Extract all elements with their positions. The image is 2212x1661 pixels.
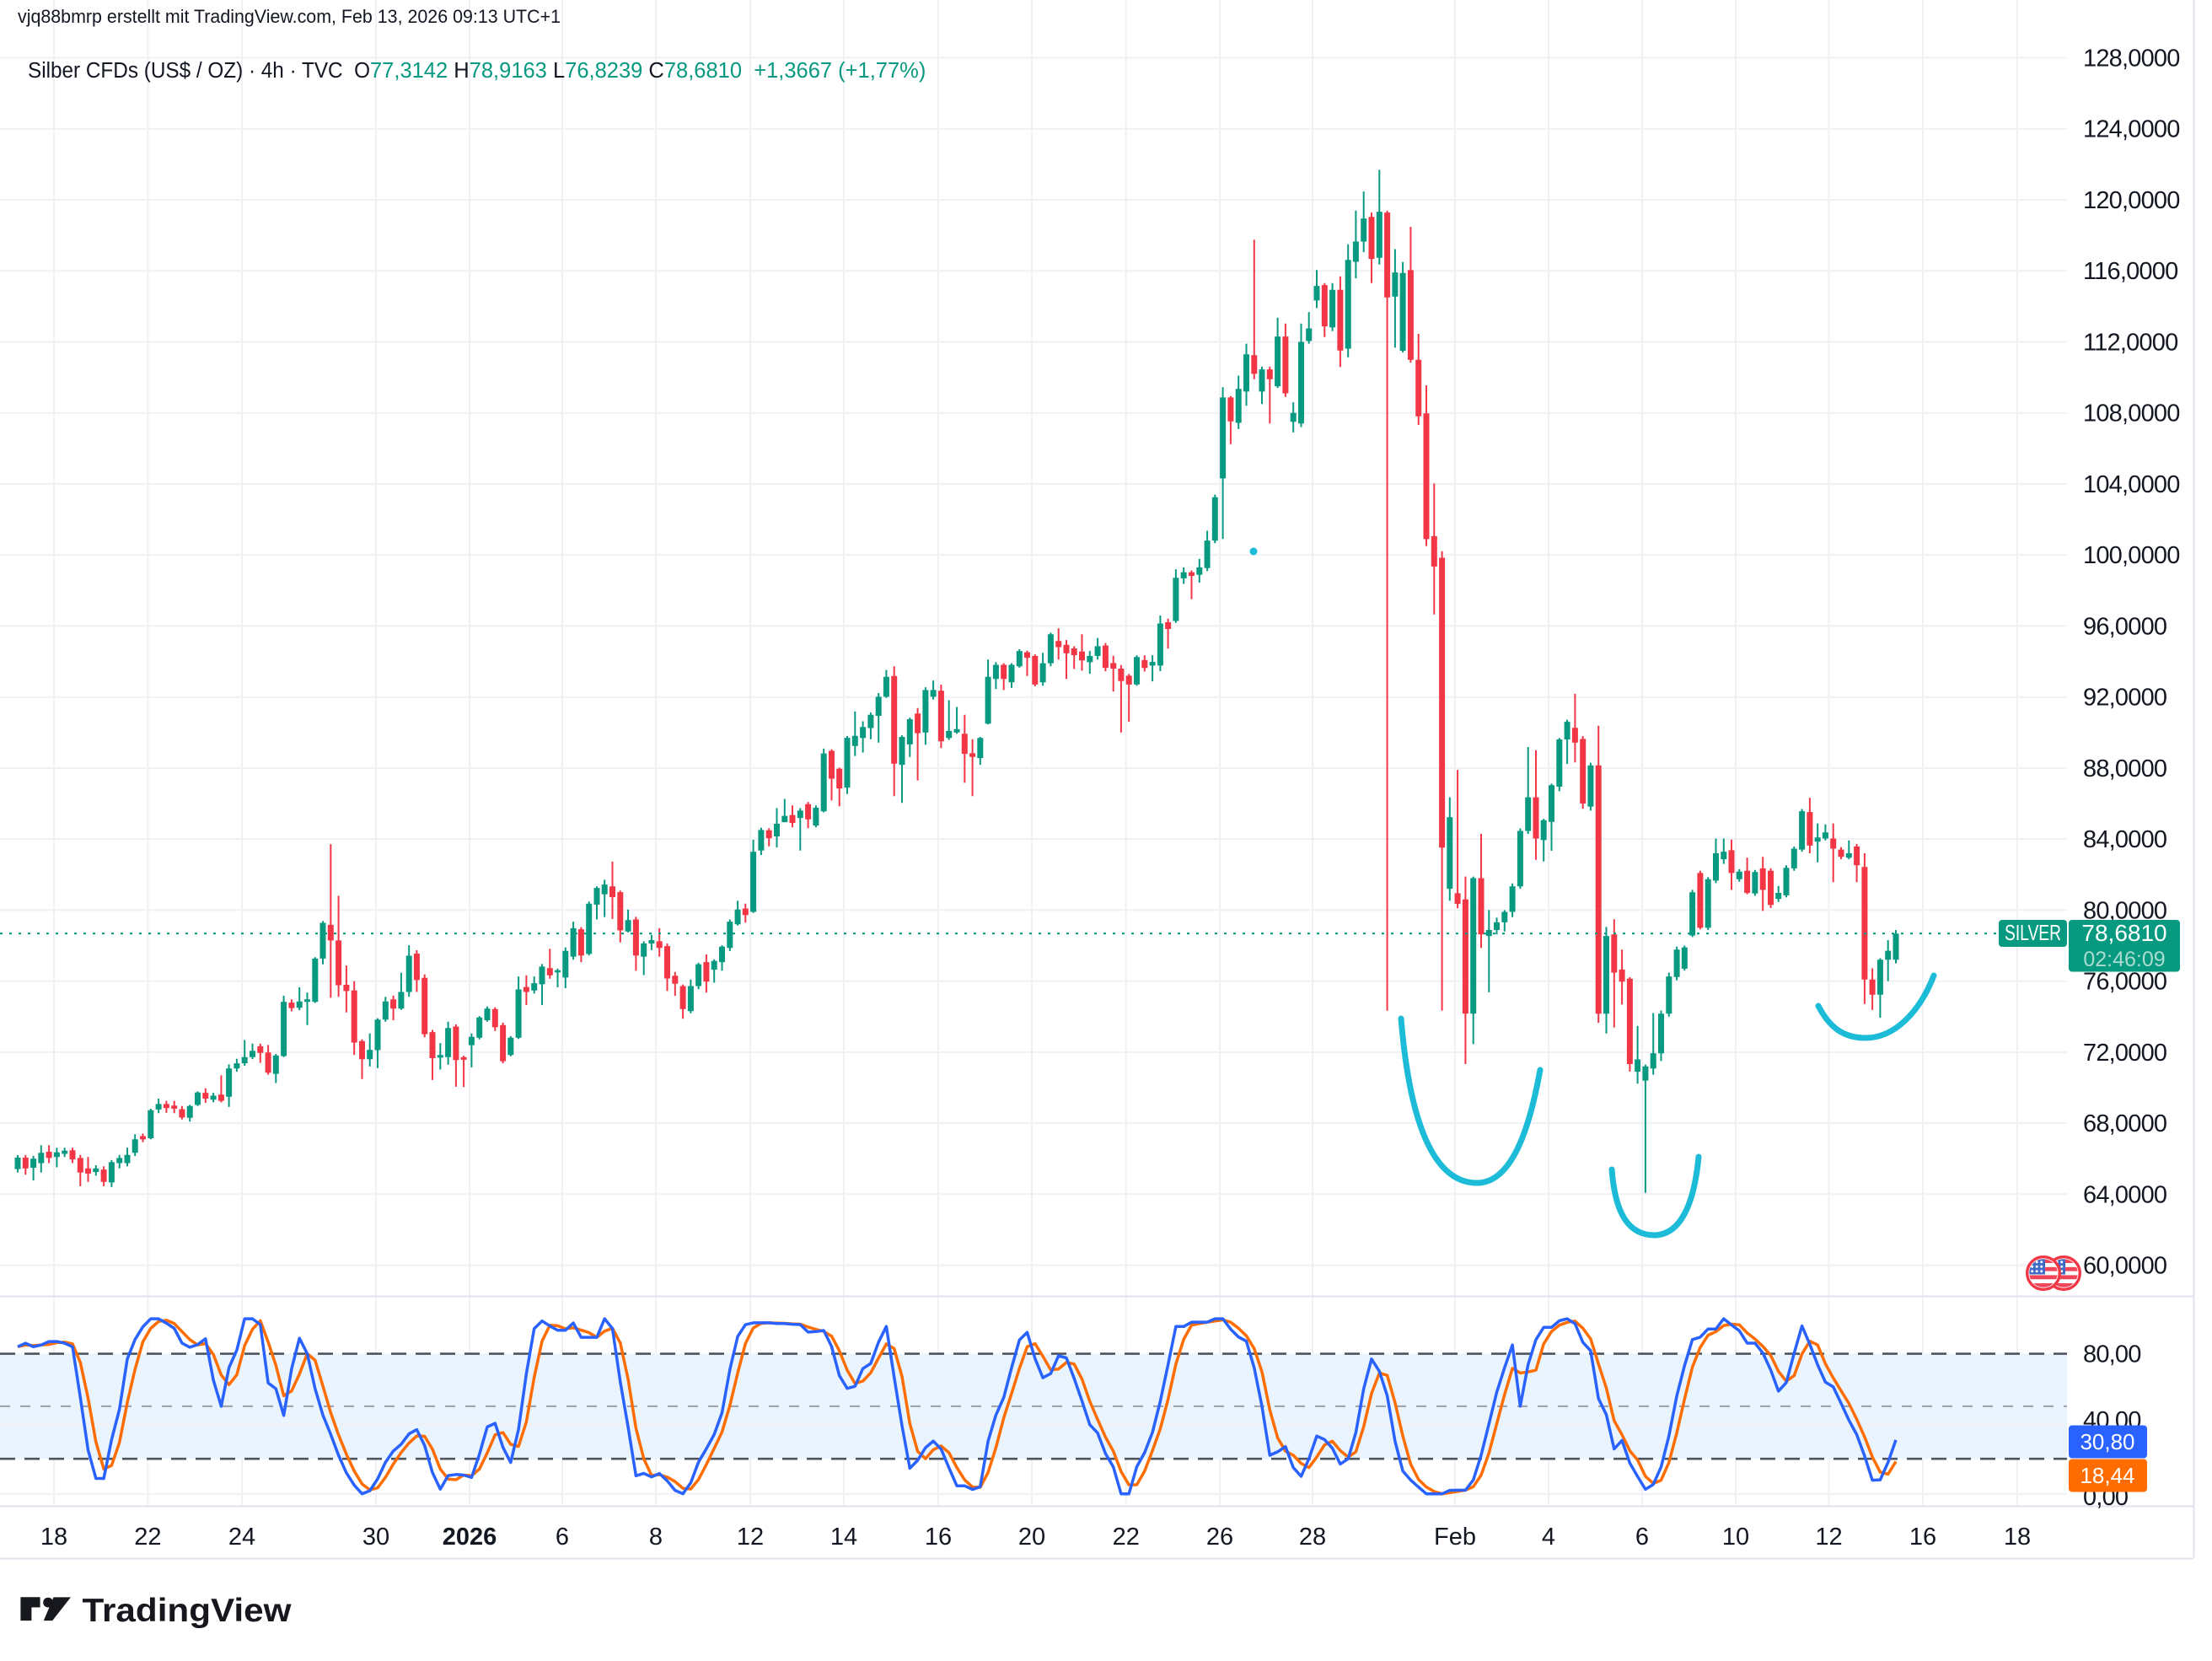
svg-text:30: 30: [362, 1524, 389, 1551]
svg-text:vjq88bmrp erstellt mit Trading: vjq88bmrp erstellt mit TradingView.com, …: [18, 6, 561, 27]
svg-text:SILVER: SILVER: [2005, 920, 2061, 945]
svg-text:02:46:09: 02:46:09: [2083, 948, 2165, 971]
svg-text:2026: 2026: [443, 1524, 497, 1551]
svg-text:30,80: 30,80: [2080, 1429, 2134, 1454]
svg-text:116,0000: 116,0000: [2083, 258, 2177, 285]
svg-text:18,44: 18,44: [2080, 1463, 2134, 1488]
svg-text:120,0000: 120,0000: [2083, 187, 2180, 214]
svg-text:108,0000: 108,0000: [2083, 400, 2180, 427]
svg-text:72,0000: 72,0000: [2083, 1040, 2166, 1067]
svg-text:28: 28: [1299, 1524, 1326, 1551]
svg-text:76,0000: 76,0000: [2083, 969, 2166, 996]
svg-text:14: 14: [830, 1524, 857, 1551]
svg-text:128,0000: 128,0000: [2083, 46, 2180, 73]
svg-text:4: 4: [1542, 1524, 1555, 1551]
svg-text:88,0000: 88,0000: [2083, 755, 2166, 782]
svg-text:12: 12: [737, 1524, 764, 1551]
svg-text:96,0000: 96,0000: [2083, 613, 2166, 640]
svg-text:112,0000: 112,0000: [2083, 330, 2177, 357]
svg-text:26: 26: [1206, 1524, 1233, 1551]
svg-text:TradingView: TradingView: [83, 1593, 293, 1629]
svg-text:100,0000: 100,0000: [2083, 542, 2180, 569]
svg-text:6: 6: [1635, 1524, 1649, 1551]
svg-text:Feb: Feb: [1434, 1524, 1476, 1551]
svg-text:22: 22: [134, 1524, 161, 1551]
svg-text:124,0000: 124,0000: [2083, 116, 2180, 143]
svg-text:60,0000: 60,0000: [2083, 1253, 2166, 1280]
svg-text:104,0000: 104,0000: [2083, 471, 2180, 498]
svg-text:84,0000: 84,0000: [2083, 826, 2166, 853]
svg-text:20: 20: [1018, 1524, 1045, 1551]
svg-text:18: 18: [40, 1524, 67, 1551]
svg-text:78,6810: 78,6810: [2081, 920, 2166, 946]
svg-text:18: 18: [2004, 1524, 2031, 1551]
svg-text:8: 8: [649, 1524, 663, 1551]
svg-text:92,0000: 92,0000: [2083, 685, 2166, 712]
svg-text:24: 24: [228, 1524, 255, 1551]
svg-text:64,0000: 64,0000: [2083, 1181, 2166, 1208]
svg-text:Silber CFDs (US$ / OZ) · 4h ·: Silber CFDs (US$ / OZ) · 4h · TVC O77,31…: [28, 59, 926, 83]
svg-text:22: 22: [1113, 1524, 1140, 1551]
svg-text:16: 16: [925, 1524, 952, 1551]
svg-text:16: 16: [1909, 1524, 1936, 1551]
svg-text:68,0000: 68,0000: [2083, 1110, 2166, 1137]
svg-text:6: 6: [556, 1524, 569, 1551]
svg-text:80,00: 80,00: [2083, 1341, 2141, 1368]
svg-text:12: 12: [1815, 1524, 1842, 1551]
svg-text:10: 10: [1722, 1524, 1749, 1551]
